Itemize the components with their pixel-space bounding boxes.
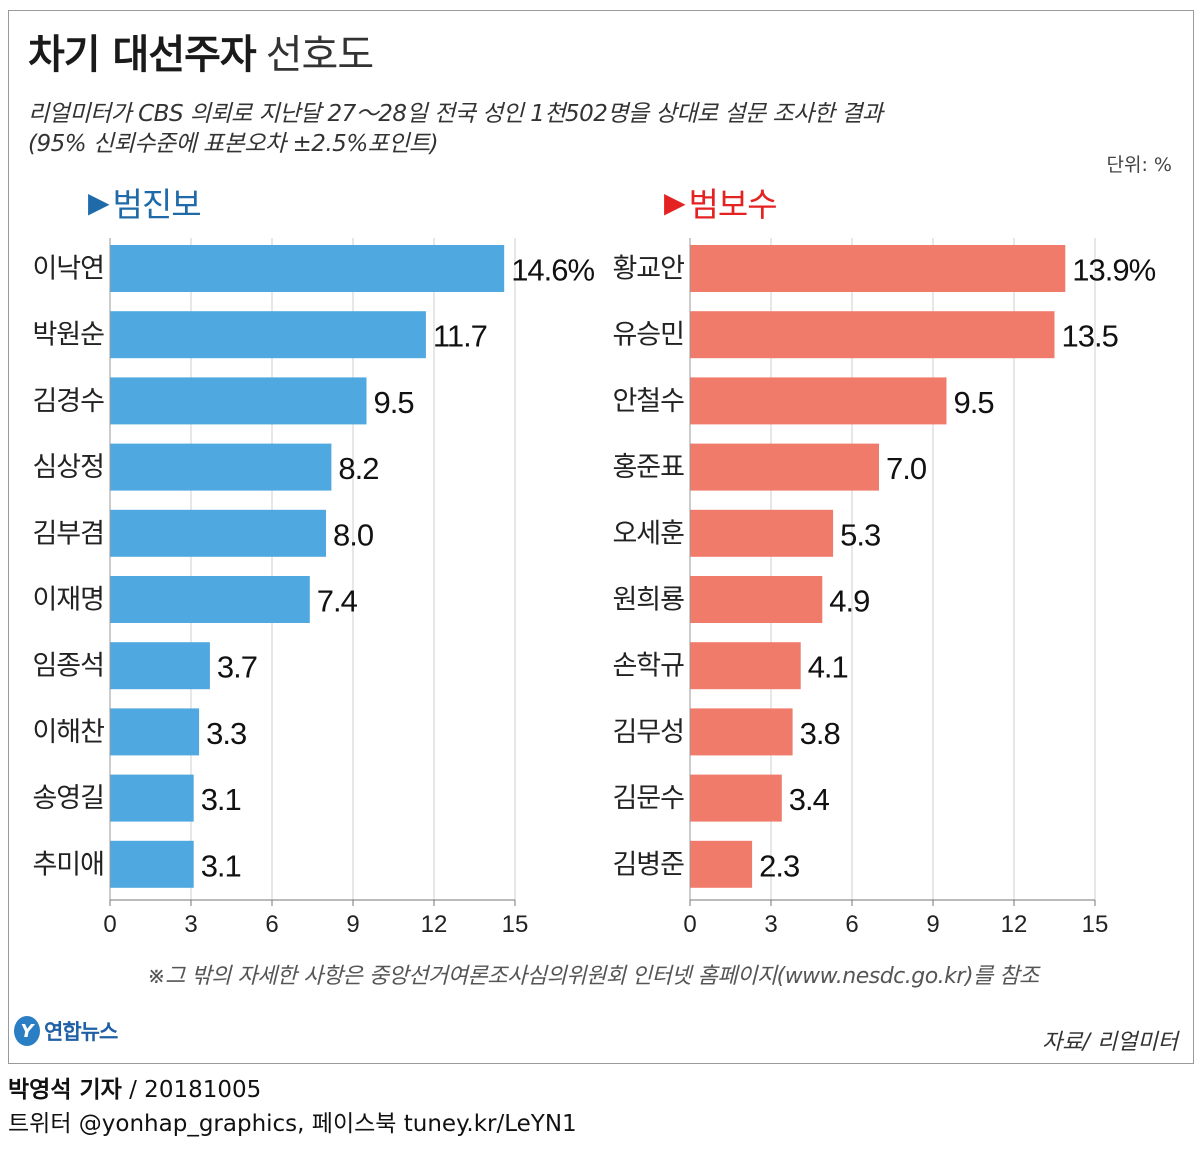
x-tick-label: 9 bbox=[346, 911, 359, 938]
value-label: 9.5 bbox=[374, 385, 414, 420]
value-label: 2.3 bbox=[759, 848, 799, 883]
value-label: 9.5 bbox=[954, 385, 994, 420]
bar bbox=[690, 840, 753, 888]
triangle-right-icon: ▶ bbox=[664, 185, 686, 219]
title-main: 차기 대선주자 bbox=[28, 32, 257, 78]
category-label: 송영길 bbox=[32, 783, 104, 814]
bar bbox=[110, 708, 200, 756]
category-label: 황교안 bbox=[612, 254, 684, 285]
credit-line: 박영석 기자 / 20181005 bbox=[8, 1070, 261, 1104]
value-label: 3.3 bbox=[206, 716, 246, 751]
bar bbox=[110, 509, 326, 557]
value-label: 3.1 bbox=[201, 848, 241, 883]
value-label: 7.4 bbox=[317, 584, 358, 619]
social-credit: 트위터 @yonhap_graphics, 페이스북 tuney.kr/LeYN… bbox=[8, 1111, 577, 1137]
bar bbox=[110, 642, 210, 690]
bar bbox=[690, 576, 823, 623]
value-label: 3.4 bbox=[789, 782, 830, 817]
value-label: 11.7 bbox=[433, 319, 487, 354]
bar bbox=[690, 245, 1066, 292]
category-label: 안철수 bbox=[612, 386, 684, 417]
category-label: 김병준 bbox=[612, 849, 684, 880]
bar bbox=[690, 642, 801, 690]
category-label: 오세훈 bbox=[612, 518, 684, 549]
bar bbox=[110, 840, 194, 888]
bar bbox=[110, 443, 332, 491]
x-tick-label: 12 bbox=[421, 911, 448, 938]
category-label: 원희룡 bbox=[612, 585, 684, 616]
conservative-heading-label: 범보수 bbox=[688, 185, 778, 224]
value-label: 8.0 bbox=[333, 517, 374, 552]
category-label: 김부겸 bbox=[32, 518, 104, 549]
category-label: 이낙연 bbox=[32, 254, 104, 285]
x-tick-label: 3 bbox=[764, 911, 777, 938]
x-tick-label: 0 bbox=[683, 911, 696, 938]
x-tick-label: 15 bbox=[502, 911, 529, 938]
category-label: 김문수 bbox=[612, 783, 684, 814]
value-label: 3.7 bbox=[217, 650, 257, 685]
value-label: 7.0 bbox=[886, 451, 927, 486]
value-label: 3.1 bbox=[201, 782, 241, 817]
x-tick-label: 3 bbox=[184, 911, 197, 938]
bar bbox=[690, 311, 1055, 359]
value-label: 13.9% bbox=[1072, 253, 1155, 288]
subtitle-line2: (95% 신뢰수준에 표본오차 ±2.5%포인트) bbox=[28, 131, 439, 157]
x-tick-label: 15 bbox=[1082, 911, 1109, 938]
subtitle-line1: 리얼미터가 CBS 의뢰로 지난달 27～28일 전국 성인 1천502명을 상… bbox=[28, 101, 883, 127]
bar bbox=[690, 377, 947, 425]
title-sub: 선호도 bbox=[265, 32, 374, 78]
value-label: 8.2 bbox=[338, 451, 378, 486]
yonhap-logo-text: 연합뉴스 bbox=[44, 1020, 118, 1044]
bar bbox=[110, 576, 310, 623]
progressive-heading: ▶ 범진보 bbox=[88, 178, 202, 226]
page-title: 차기 대선주자 선호도 bbox=[28, 22, 374, 82]
category-label: 이재명 bbox=[32, 585, 104, 616]
unit-label: 단위: % bbox=[1106, 154, 1172, 176]
x-tick-label: 12 bbox=[1001, 911, 1028, 938]
footnote: ※그 밖의 자세한 사항은 중앙선거여론조사심의위원회 인터넷 홈페이지(www… bbox=[147, 964, 1039, 989]
conservative-heading: ▶ 범보수 bbox=[664, 178, 778, 226]
x-tick-label: 0 bbox=[103, 911, 116, 938]
category-label: 임종석 bbox=[32, 651, 104, 682]
bar bbox=[690, 708, 793, 756]
category-label: 심상정 bbox=[32, 452, 104, 483]
bar bbox=[690, 443, 879, 491]
value-label: 5.3 bbox=[840, 517, 880, 552]
x-tick-label: 6 bbox=[845, 911, 858, 938]
bar bbox=[110, 377, 367, 425]
x-tick-label: 6 bbox=[265, 911, 278, 938]
bar bbox=[110, 311, 426, 359]
triangle-right-icon: ▶ bbox=[88, 185, 110, 219]
category-label: 홍준표 bbox=[612, 452, 684, 483]
progressive-heading-label: 범진보 bbox=[112, 185, 202, 224]
value-label: 3.8 bbox=[800, 716, 840, 751]
source-label: 자료/ 리얼미터 bbox=[1042, 1030, 1178, 1055]
yonhap-logo-icon: Y bbox=[14, 1016, 40, 1046]
category-label: 박원순 bbox=[32, 320, 104, 351]
value-label: 4.9 bbox=[829, 584, 869, 619]
category-label: 이해찬 bbox=[32, 717, 104, 748]
bar bbox=[690, 509, 834, 557]
bar bbox=[110, 245, 505, 292]
reporter-name: 박영석 기자 bbox=[8, 1077, 122, 1103]
category-label: 손학규 bbox=[612, 651, 684, 682]
category-label: 추미애 bbox=[32, 849, 104, 880]
value-label: 14.6% bbox=[511, 253, 594, 288]
yonhap-logo: Y 연합뉴스 bbox=[14, 1016, 118, 1046]
bar bbox=[690, 774, 782, 822]
credit-date: / 20181005 bbox=[121, 1077, 262, 1103]
category-label: 유승민 bbox=[612, 320, 684, 351]
bar bbox=[110, 774, 194, 822]
category-label: 김무성 bbox=[612, 717, 684, 748]
x-tick-label: 9 bbox=[926, 911, 939, 938]
value-label: 13.5 bbox=[1062, 319, 1118, 354]
value-label: 4.1 bbox=[808, 650, 848, 685]
category-label: 김경수 bbox=[32, 386, 104, 417]
